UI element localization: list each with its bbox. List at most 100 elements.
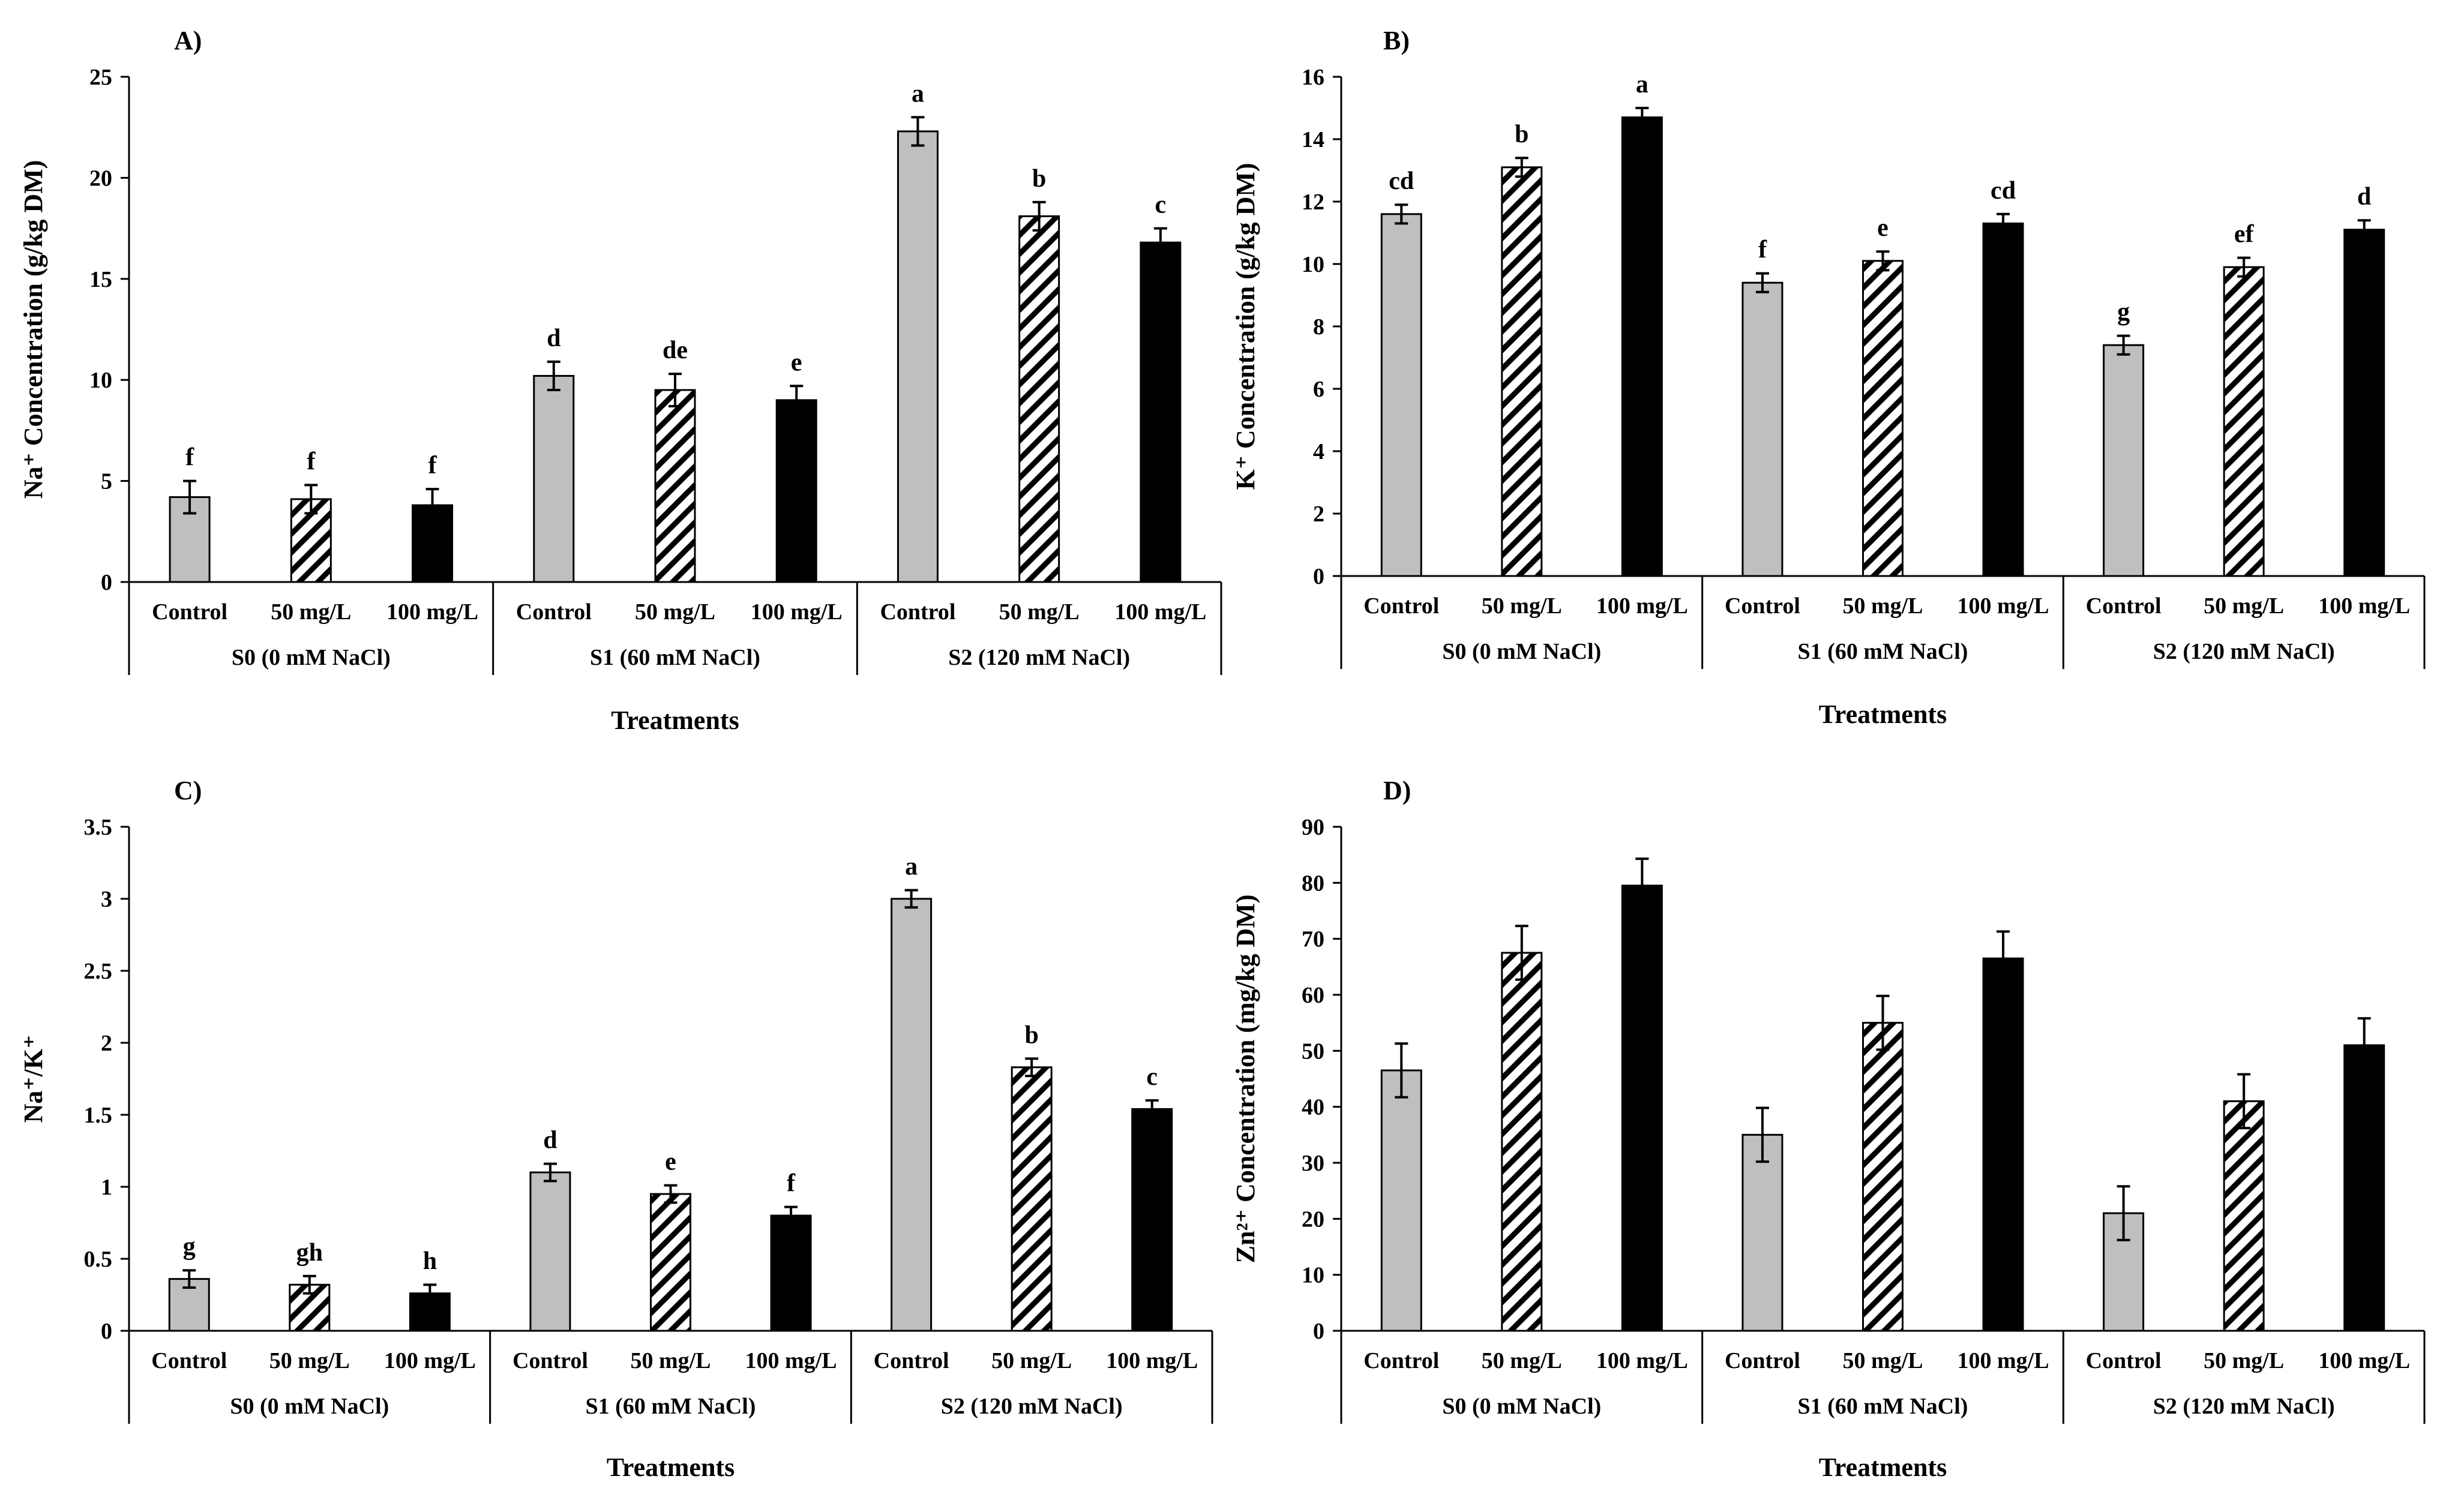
group-label: S1 (60 mM NaCl) bbox=[590, 645, 760, 670]
category-label: Control bbox=[2086, 1348, 2162, 1373]
category-label: Control bbox=[1363, 593, 1439, 619]
category-label: Control bbox=[512, 1348, 588, 1373]
bar bbox=[1380, 213, 1422, 577]
bar bbox=[891, 898, 933, 1332]
category-label: 50 mg/L bbox=[1482, 593, 1562, 619]
significance-letter: cd bbox=[1389, 167, 1414, 195]
y-tick-label: 2 bbox=[101, 1031, 112, 1056]
significance-letter: e bbox=[791, 349, 802, 376]
x-axis-title: Treatments bbox=[1819, 700, 1947, 729]
y-tick-label: 2.5 bbox=[84, 959, 113, 984]
y-tick-label: 90 bbox=[1302, 815, 1324, 840]
bar bbox=[654, 389, 696, 583]
y-tick-label: 12 bbox=[1302, 190, 1324, 215]
y-tick-label: 20 bbox=[1302, 1207, 1324, 1232]
y-tick-label: 80 bbox=[1302, 871, 1324, 896]
significance-letter: e bbox=[1877, 214, 1889, 242]
y-tick-label: 1.5 bbox=[84, 1103, 113, 1128]
y-tick-label: 4 bbox=[1313, 439, 1324, 464]
bar bbox=[1982, 957, 2024, 1332]
category-label: Control bbox=[2086, 593, 2162, 619]
category-label: 50 mg/L bbox=[2204, 593, 2284, 619]
significance-letter: cd bbox=[1991, 177, 2016, 205]
significance-letter: f bbox=[428, 452, 437, 479]
category-label: 100 mg/L bbox=[1596, 593, 1688, 619]
y-tick-label: 16 bbox=[1302, 65, 1324, 90]
bar bbox=[770, 1214, 812, 1332]
bar bbox=[1621, 116, 1663, 577]
bar bbox=[1741, 1133, 1783, 1332]
category-label: 100 mg/L bbox=[751, 599, 843, 625]
bar bbox=[1862, 260, 1904, 577]
category-label: 50 mg/L bbox=[635, 599, 715, 625]
y-tick-label: 20 bbox=[89, 166, 112, 191]
group-label: S0 (0 mM NaCl) bbox=[1442, 1394, 1601, 1419]
y-tick-label: 3.5 bbox=[84, 815, 113, 840]
category-label: Control bbox=[151, 1348, 227, 1373]
group-label: S2 (120 mM NaCl) bbox=[941, 1394, 1123, 1419]
significance-letter: a bbox=[1636, 71, 1648, 98]
significance-letter: e bbox=[665, 1148, 676, 1176]
panel-title: B) bbox=[1383, 26, 1410, 55]
significance-letter: de bbox=[663, 337, 688, 364]
bar bbox=[897, 130, 939, 583]
significance-letter: g bbox=[183, 1233, 196, 1261]
y-tick-label: 2 bbox=[1313, 502, 1324, 527]
group-label: S2 (120 mM NaCl) bbox=[948, 645, 1130, 670]
bar bbox=[650, 1193, 691, 1332]
y-tick-label: 0 bbox=[1313, 564, 1324, 589]
y-tick-label: 14 bbox=[1302, 127, 1324, 152]
y-tick-label: 30 bbox=[1302, 1151, 1324, 1176]
category-label: 50 mg/L bbox=[630, 1348, 711, 1373]
significance-letter: f bbox=[787, 1170, 796, 1198]
significance-letter: h bbox=[423, 1247, 437, 1275]
category-label: 50 mg/L bbox=[1842, 1348, 1923, 1373]
group-label: S2 (120 mM NaCl) bbox=[2153, 1394, 2335, 1419]
category-label: Control bbox=[880, 599, 955, 625]
category-label: 100 mg/L bbox=[1106, 1348, 1198, 1373]
y-tick-label: 10 bbox=[1302, 252, 1324, 277]
group-label: S0 (0 mM NaCl) bbox=[230, 1394, 389, 1419]
group-label: S2 (120 mM NaCl) bbox=[2153, 639, 2335, 664]
y-tick-label: 5 bbox=[101, 469, 112, 494]
significance-letter: c bbox=[1155, 191, 1167, 219]
bar bbox=[1501, 952, 1543, 1332]
group-label: S1 (60 mM NaCl) bbox=[1798, 1394, 1968, 1419]
category-label: 50 mg/L bbox=[991, 1348, 1072, 1373]
y-tick-label: 10 bbox=[89, 368, 112, 393]
y-tick-label: 40 bbox=[1302, 1095, 1324, 1120]
y-axis-title: Na⁺/K⁺ bbox=[19, 1035, 48, 1123]
bar bbox=[1018, 215, 1060, 583]
bar bbox=[2223, 1100, 2265, 1332]
significance-letter: f bbox=[1758, 236, 1767, 264]
x-axis-title: Treatments bbox=[1819, 1453, 1947, 1482]
bar bbox=[1011, 1066, 1053, 1332]
category-label: 50 mg/L bbox=[269, 1348, 350, 1373]
bar bbox=[2343, 229, 2385, 577]
panel-title: D) bbox=[1383, 776, 1411, 805]
y-tick-label: 0 bbox=[1313, 1319, 1324, 1344]
y-tick-label: 25 bbox=[89, 65, 112, 90]
bar bbox=[1131, 1108, 1173, 1332]
significance-letter: ef bbox=[2234, 221, 2255, 248]
bar bbox=[1380, 1069, 1422, 1332]
bar bbox=[529, 1171, 571, 1332]
y-tick-label: 15 bbox=[89, 267, 112, 292]
chart-panel-2: B) 0 2 4 6 8 10 12 14 16 K⁺ Concentration (g/kg DM… bbox=[1231, 26, 2426, 729]
category-label: 100 mg/L bbox=[384, 1348, 476, 1373]
bar bbox=[2223, 266, 2265, 577]
category-label: Control bbox=[1363, 1348, 1439, 1373]
bar bbox=[1741, 281, 1783, 577]
chart-panel-4: D) 0 10 20 30 40 50 60 70 80 90 Zn²⁺ Concentration … bbox=[1231, 776, 2426, 1482]
category-label: 100 mg/L bbox=[2318, 1348, 2410, 1373]
bar bbox=[1862, 1022, 1904, 1332]
category-label: 100 mg/L bbox=[1958, 593, 2049, 619]
category-label: 50 mg/L bbox=[1482, 1348, 1562, 1373]
significance-letter: g bbox=[2117, 299, 2130, 326]
group-label: S1 (60 mM NaCl) bbox=[1798, 639, 1968, 664]
significance-letter: c bbox=[1146, 1063, 1158, 1091]
group-label: S0 (0 mM NaCl) bbox=[232, 645, 391, 670]
category-label: 100 mg/L bbox=[745, 1348, 837, 1373]
category-label: 100 mg/L bbox=[1114, 599, 1206, 625]
